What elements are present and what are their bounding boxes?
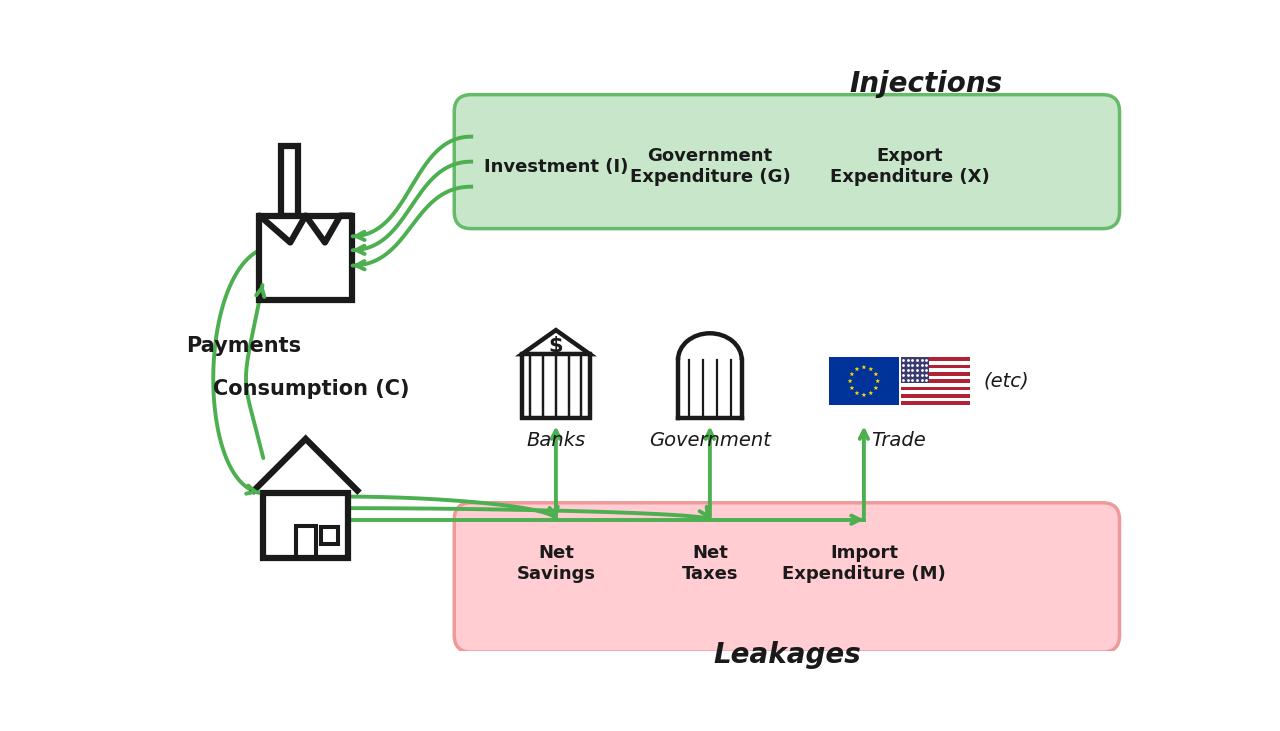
Bar (901, 357, 928, 383)
Bar (296, 526, 316, 558)
Text: Payments: Payments (187, 336, 301, 357)
Text: Injections: Injections (849, 69, 1002, 98)
Text: Net
Taxes: Net Taxes (682, 544, 739, 583)
FancyBboxPatch shape (454, 94, 1120, 229)
Bar (901, 368, 970, 372)
Polygon shape (873, 385, 878, 390)
Text: Banks: Banks (526, 431, 585, 450)
Bar (264, 493, 348, 558)
Polygon shape (861, 393, 867, 397)
Polygon shape (855, 390, 859, 395)
Bar (901, 376, 970, 379)
Bar (829, 357, 899, 405)
Text: Government
Expenditure (G): Government Expenditure (G) (630, 147, 790, 186)
Polygon shape (850, 385, 854, 390)
Bar (522, 355, 590, 418)
Polygon shape (850, 371, 854, 376)
Polygon shape (522, 330, 590, 355)
Polygon shape (873, 371, 878, 376)
FancyBboxPatch shape (454, 503, 1120, 652)
Polygon shape (282, 146, 298, 216)
Bar (901, 398, 970, 401)
Text: $: $ (549, 336, 563, 356)
Polygon shape (868, 390, 873, 395)
Bar (901, 357, 970, 405)
Bar (321, 527, 338, 545)
Polygon shape (861, 365, 867, 369)
Text: Import
Expenditure (M): Import Expenditure (M) (782, 544, 946, 583)
Polygon shape (868, 367, 873, 371)
Bar (901, 390, 970, 394)
Text: Investment (I): Investment (I) (484, 158, 628, 175)
Polygon shape (260, 216, 352, 300)
Polygon shape (847, 379, 852, 383)
Text: Trade: Trade (872, 431, 925, 450)
Text: Leakages: Leakages (713, 641, 860, 670)
Bar (901, 383, 970, 387)
Polygon shape (855, 367, 859, 371)
Polygon shape (876, 379, 881, 383)
Text: Consumption (C): Consumption (C) (214, 379, 410, 399)
Text: Net
Savings: Net Savings (516, 544, 595, 583)
Text: (etc): (etc) (983, 371, 1029, 390)
Text: Government: Government (649, 431, 771, 450)
Text: Export
Expenditure (X): Export Expenditure (X) (831, 147, 989, 186)
Bar (901, 361, 970, 365)
